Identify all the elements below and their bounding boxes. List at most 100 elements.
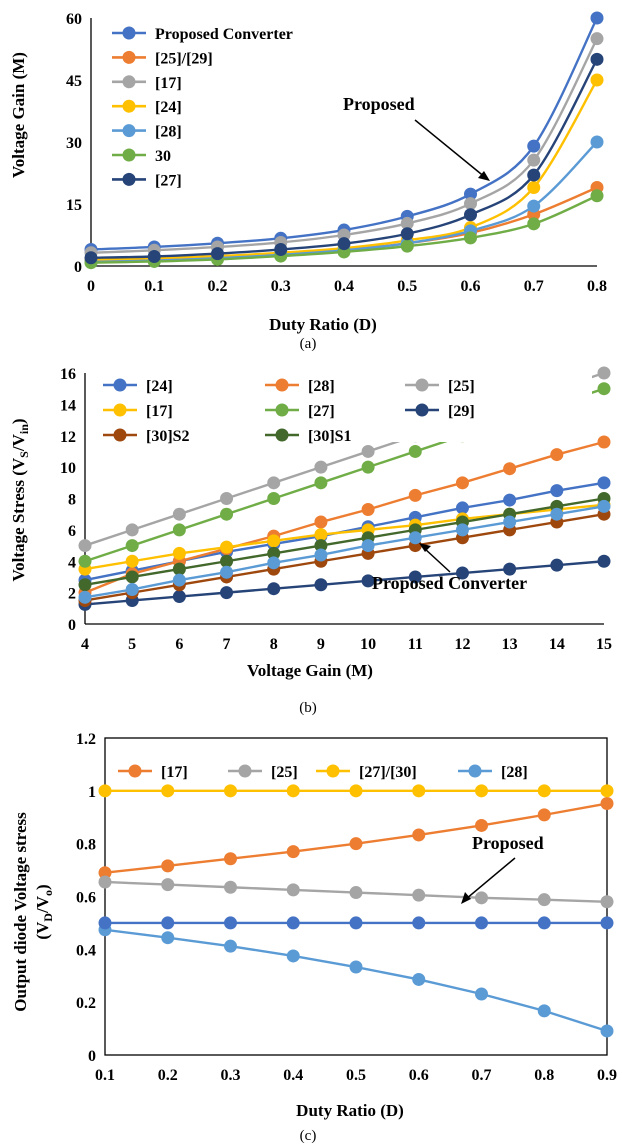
data-point	[224, 852, 237, 866]
x-tick-label: 5	[128, 636, 136, 653]
data-point	[125, 539, 139, 553]
y-tick-label: 14	[60, 397, 76, 414]
data-point	[349, 916, 363, 930]
chart-c-annotation-arrow	[465, 857, 516, 900]
legend-swatch-marker	[275, 428, 289, 442]
data-point	[172, 573, 186, 587]
data-point	[408, 570, 422, 584]
data-point	[349, 886, 363, 900]
data-point	[503, 462, 517, 476]
chart-c-y-label-line2: (VD/Vo)	[33, 884, 55, 939]
x-tick-label: 0.6	[461, 278, 481, 295]
y-tick-label: 0	[88, 1048, 96, 1065]
legend-swatch-marker	[122, 75, 136, 89]
series-Proposed Converter	[78, 499, 611, 604]
y-tick-label: 0.4	[76, 942, 96, 959]
data-point	[597, 382, 611, 396]
y-tick-label: 0	[68, 617, 76, 634]
data-point	[172, 562, 186, 576]
data-point	[600, 797, 614, 811]
legend-label: [17]	[155, 75, 182, 92]
y-tick-label: 0.6	[76, 890, 96, 907]
data-point	[267, 476, 281, 490]
chart-b-series	[78, 366, 611, 611]
legend-swatch-marker	[415, 403, 429, 417]
chart-a-arrowhead	[478, 171, 490, 181]
y-tick-label: 60	[66, 11, 82, 28]
x-tick-label: 0.6	[409, 1067, 429, 1084]
data-point	[590, 52, 604, 66]
data-point	[337, 237, 351, 251]
legend-swatch-marker	[113, 428, 127, 442]
series-[27]/[30]	[98, 784, 614, 798]
data-point	[475, 891, 488, 905]
chart-c-x-label: Duty Ratio (D)	[296, 1101, 404, 1120]
legend-item: [30]S2	[103, 428, 190, 445]
x-tick-label: 0.5	[346, 1067, 366, 1084]
data-point	[147, 249, 161, 263]
data-point	[286, 845, 300, 859]
data-point	[597, 476, 611, 490]
x-tick-label: 0.3	[221, 1067, 241, 1084]
series-line	[84, 440, 605, 594]
x-tick-label: 6	[175, 636, 183, 653]
chart-b-arrowhead	[419, 543, 431, 552]
data-point	[464, 231, 477, 245]
legend-item: [25]	[228, 764, 298, 781]
data-point	[286, 949, 300, 963]
data-point	[220, 507, 234, 521]
data-point	[98, 875, 112, 889]
data-point	[475, 987, 488, 1001]
legend-label: [27]	[155, 172, 182, 189]
data-point	[172, 507, 186, 521]
y-tick-label: 45	[66, 73, 82, 90]
data-point	[475, 916, 488, 930]
data-point	[267, 546, 281, 560]
series-line	[84, 497, 605, 586]
chart-c-legend: [17] [25] [27]/[30] [28]	[118, 764, 528, 781]
data-point	[600, 916, 614, 930]
data-point	[455, 476, 469, 490]
chart-c-y-ticks: 0 0.2 0.4 0.6 0.8 1 1.2	[76, 731, 96, 1065]
data-point	[455, 566, 469, 580]
data-point	[408, 444, 422, 458]
legend-label: [28]	[155, 124, 182, 141]
data-point	[400, 227, 414, 241]
chart-b-annotation: Proposed Converter	[372, 573, 527, 593]
chart-c-caption: (c)	[300, 1128, 317, 1144]
legend-swatch-marker	[415, 378, 429, 392]
x-tick-label: 11	[408, 636, 423, 653]
data-point	[224, 784, 237, 798]
data-point	[408, 531, 422, 545]
legend-swatch-marker	[113, 378, 127, 392]
chart-c: 00.20.40.60.811.2 0.1 0.2 0.3 0.4 0.5 0.6 0.7 0…	[11, 731, 617, 1144]
legend-swatch-marker	[122, 99, 136, 113]
y-tick-label: 15	[66, 197, 82, 214]
legend-swatch-marker	[122, 148, 136, 162]
chart-a-legend-items: Proposed Converter [25]/[29] [17] [24] [28] 3…	[112, 26, 293, 189]
data-point	[224, 880, 237, 894]
data-point	[220, 554, 234, 568]
x-tick-label: 8	[270, 636, 278, 653]
series-line	[84, 513, 605, 602]
data-point	[464, 197, 477, 211]
y-tick-label: 10	[60, 460, 76, 477]
chart-c-arrowhead	[461, 892, 471, 904]
chart-b-x-label: Voltage Gain (M)	[247, 661, 373, 680]
data-point	[349, 837, 363, 851]
chart-a-caption: (a)	[300, 336, 317, 352]
data-point	[527, 168, 541, 182]
series-[17]	[98, 797, 614, 880]
legend-item: [28]	[458, 764, 528, 781]
legend-swatch-marker	[122, 50, 136, 64]
chart-b-annotation-arrow	[423, 547, 451, 573]
data-point	[475, 818, 488, 832]
legend-item: [24]	[112, 99, 182, 116]
data-point	[527, 217, 541, 231]
x-tick-label: 13	[502, 636, 518, 653]
data-point	[286, 916, 300, 930]
legend-item: [17]	[112, 75, 182, 92]
data-point	[267, 556, 281, 570]
chart-a-legend: Proposed Converter [25]/[29] [17] [24] [28] 3…	[112, 26, 293, 189]
data-point	[78, 590, 92, 604]
